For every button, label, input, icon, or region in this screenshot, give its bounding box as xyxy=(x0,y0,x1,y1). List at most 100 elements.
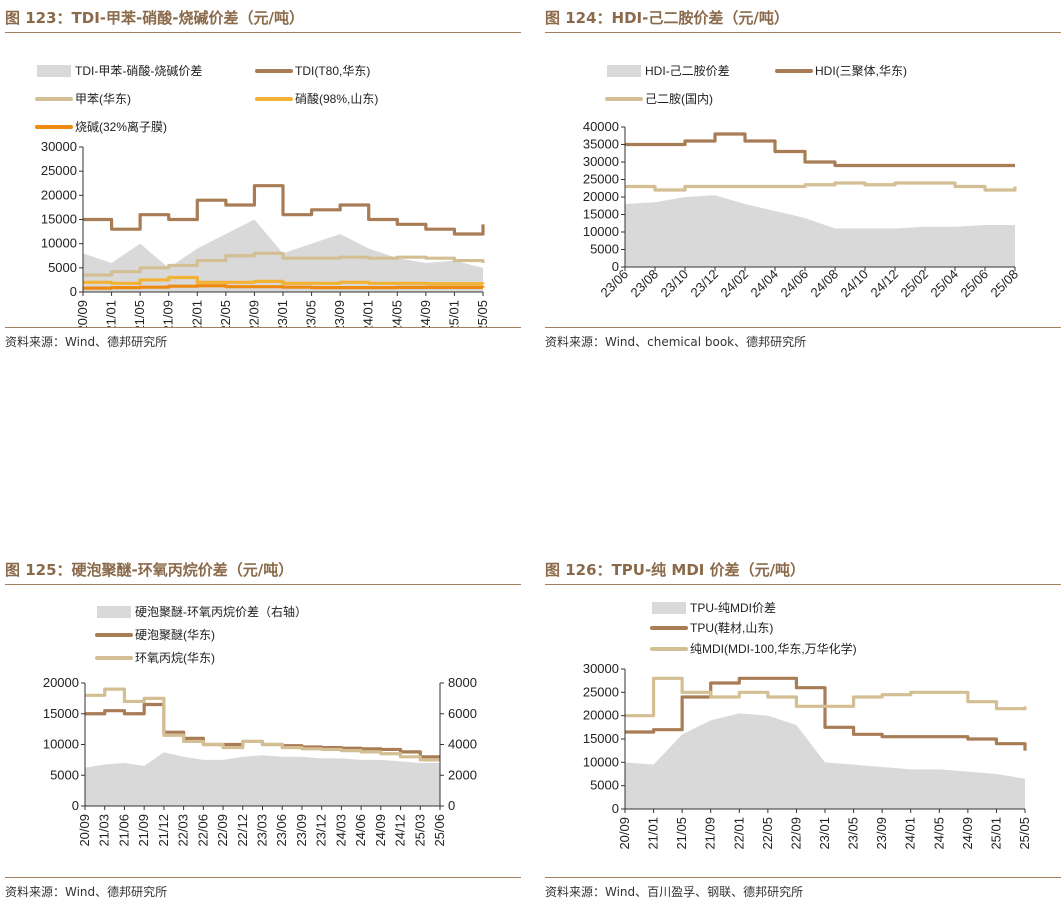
x-tick-label: 25/08 xyxy=(988,267,1022,301)
y-tick-label: 0 xyxy=(72,798,79,813)
chart-source: 资料来源：Wind、德邦研究所 xyxy=(5,327,521,353)
line-series xyxy=(85,702,440,759)
y-tick-label: 5000 xyxy=(48,260,77,275)
legend-label: 环氧丙烷(华东) xyxy=(135,651,215,665)
x-tick-label: 20/09 xyxy=(77,814,92,847)
y-tick-label: 20000 xyxy=(583,189,619,204)
y-tick-label: 10000 xyxy=(43,737,79,752)
line-series xyxy=(85,687,440,762)
legend-label: HDI(三聚体,华东) xyxy=(815,64,907,78)
x-tick-label: 25/02 xyxy=(898,267,932,301)
y2-tick-label: 4000 xyxy=(448,737,477,752)
x-tick-label: 25/05 xyxy=(475,300,490,327)
legend-swatch xyxy=(37,65,71,77)
y-tick-label: 0 xyxy=(612,259,619,274)
line-series xyxy=(83,284,485,290)
chart-area: HDI-己二胺价差 HDI(三聚体,华东) 己二胺(国内) 0 5000 10000 150… xyxy=(583,64,1022,301)
legend-label: 硝酸(98%,山东) xyxy=(295,91,378,106)
y-tick-label: 20000 xyxy=(43,675,79,690)
y-tick-label: 5000 xyxy=(590,778,619,793)
x-tick-label: 22/01 xyxy=(189,300,204,327)
x-tick-label: 21/09 xyxy=(703,817,718,850)
source-text: 资料来源：Wind、chemical book、德邦研究所 xyxy=(545,335,807,349)
legend-label: 己二胺(国内) xyxy=(645,92,713,106)
x-tick-label: 21/06 xyxy=(116,814,131,847)
y-tick-label: 5000 xyxy=(50,767,79,782)
x-tick-label: 22/09 xyxy=(246,300,261,327)
x-tick-label: 21/03 xyxy=(97,814,112,847)
x-tick-label: 24/06 xyxy=(778,267,812,301)
x-tick-label: 23/06 xyxy=(274,814,289,847)
chart-source: 资料来源：Wind、德邦研究所 xyxy=(5,877,521,903)
legend-label: 烧碱(32%离子膜) xyxy=(75,119,167,134)
y2-tick-label: 2000 xyxy=(448,767,477,782)
y-tick-label: 30000 xyxy=(583,154,619,169)
y2-tick-label: 6000 xyxy=(448,706,477,721)
chart-source: 资料来源：Wind、chemical book、德邦研究所 xyxy=(545,327,1061,353)
x-tick-label: 24/09 xyxy=(418,300,433,327)
x-tick-label: 22/12 xyxy=(235,814,250,847)
x-tick-label: 22/09 xyxy=(788,817,803,850)
chart-area: 硬泡聚醚-环氧丙烷价差（右轴） 硬泡聚醚(华东) 环氧丙烷(华东) 0 5000 1000… xyxy=(43,604,477,847)
legend-swatch xyxy=(607,65,641,77)
x-tick-label: 23/01 xyxy=(817,817,832,850)
x-tick-label: 25/01 xyxy=(446,300,461,327)
x-tick-label: 22/01 xyxy=(731,817,746,850)
y-tick-label: 0 xyxy=(612,801,619,816)
x-tick-label: 24/02 xyxy=(718,267,752,301)
x-tick-label: 23/03 xyxy=(255,814,270,847)
y-tick-label: 10000 xyxy=(583,224,619,239)
legend-label: TPU(鞋材,山东) xyxy=(690,620,773,635)
chart-area: TPU-纯MDI价差 TPU(鞋材,山东) 纯MDI(MDI-100,华东,万华化学… xyxy=(583,601,1032,850)
y2-tick-label: 8000 xyxy=(448,675,477,690)
x-tick-label: 23/05 xyxy=(304,300,319,327)
x-tick-label: 25/01 xyxy=(988,817,1003,850)
y-tick-label: 15000 xyxy=(583,207,619,222)
legend-label: 纯MDI(MDI-100,华东,万华化学) xyxy=(690,641,857,656)
x-tick-label: 24/06 xyxy=(353,814,368,847)
line-series xyxy=(625,132,1015,168)
source-text: 资料来源：Wind、德邦研究所 xyxy=(5,885,168,899)
x-tick-label: 22/06 xyxy=(195,814,210,847)
chart-title: 图 125：硬泡聚醚-环氧丙烷价差（元/吨） xyxy=(5,561,294,579)
line-series xyxy=(625,676,1027,718)
x-tick-label: 24/12 xyxy=(868,267,902,301)
legend-label: 甲苯(华东) xyxy=(75,92,131,106)
legend-label: TDI(T80,华东) xyxy=(295,64,370,78)
x-tick-label: 24/05 xyxy=(931,817,946,850)
y-tick-label: 10000 xyxy=(583,754,619,769)
x-tick-label: 25/03 xyxy=(412,814,427,847)
legend-label: TPU-纯MDI价差 xyxy=(690,601,776,615)
x-tick-label: 23/12 xyxy=(688,267,722,301)
y-tick-label: 15000 xyxy=(583,731,619,746)
x-tick-label: 24/09 xyxy=(373,814,388,847)
x-tick-label: 24/10 xyxy=(838,267,872,301)
y-tick-label: 20000 xyxy=(583,708,619,723)
y-tick-label: 25000 xyxy=(41,163,77,178)
legend-swatch xyxy=(97,606,131,618)
x-tick-label: 23/10 xyxy=(658,267,692,301)
source-text: 资料来源：Wind、百川盈孚、钢联、德邦研究所 xyxy=(545,885,804,899)
chart-title: 图 126：TPU-纯 MDI 价差（元/吨） xyxy=(545,561,806,579)
x-tick-label: 24/12 xyxy=(393,814,408,847)
x-tick-label: 21/01 xyxy=(104,300,119,327)
y-tick-label: 30000 xyxy=(583,661,619,676)
chart-title: 图 124：HDI-己二胺价差（元/吨） xyxy=(545,9,789,27)
x-tick-label: 24/03 xyxy=(333,814,348,847)
area-series xyxy=(625,195,1015,267)
x-tick-label: 23/09 xyxy=(874,817,889,850)
legend-label: 硬泡聚醚-环氧丙烷价差（右轴） xyxy=(135,604,307,619)
x-tick-label: 23/08 xyxy=(628,267,662,301)
y-tick-label: 25000 xyxy=(583,172,619,187)
x-tick-label: 22/03 xyxy=(176,814,191,847)
y-tick-label: 0 xyxy=(70,284,77,299)
chart-area: TDI-甲苯-硝酸-烧碱价差 TDI(T80,华东) 甲苯(华东) 硝酸(98%,山东… xyxy=(35,63,490,327)
x-tick-label: 23/01 xyxy=(275,300,290,327)
x-tick-label: 20/09 xyxy=(617,817,632,850)
x-tick-label: 24/04 xyxy=(748,267,782,301)
x-tick-label: 23/06 xyxy=(598,267,632,301)
x-tick-label: 23/09 xyxy=(332,300,347,327)
line-series xyxy=(83,184,485,236)
y-tick-label: 40000 xyxy=(583,119,619,134)
y-tick-label: 5000 xyxy=(590,242,619,257)
